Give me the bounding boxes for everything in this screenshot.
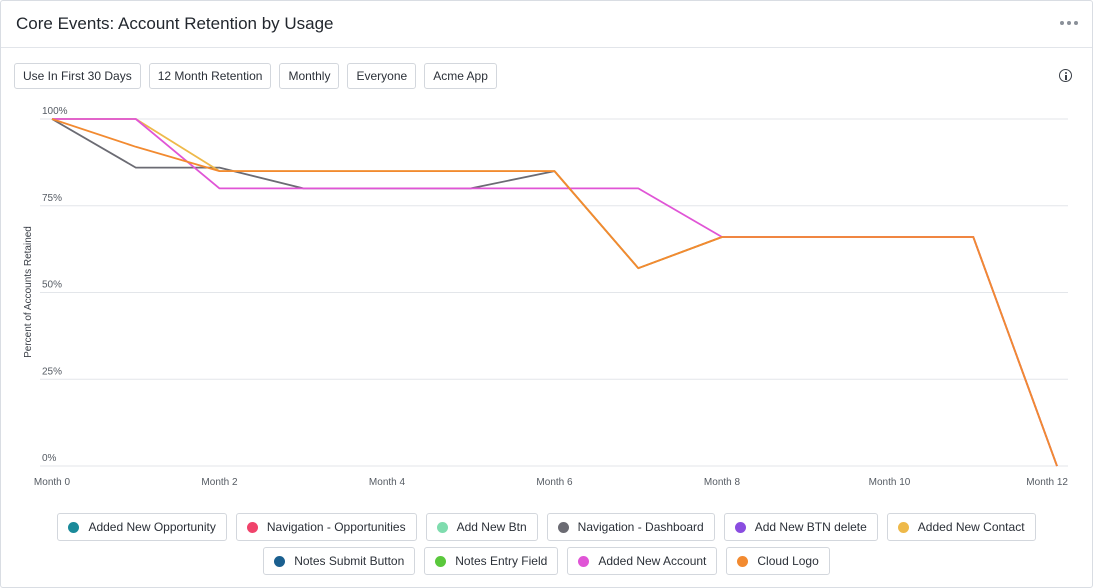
legend-item-navigation-opportunities[interactable]: Navigation - Opportunities — [235, 513, 417, 541]
legend-item-add-new-btn[interactable]: Add New Btn — [425, 513, 538, 541]
x-tick-label: Month 6 — [536, 477, 573, 488]
legend-swatch — [274, 555, 286, 567]
legend-swatch — [436, 521, 448, 533]
y-tick-label: 50% — [42, 280, 62, 291]
y-tick-label: 0% — [42, 453, 57, 464]
legend-item-added-new-account[interactable]: Added New Account — [567, 547, 718, 575]
legend-item-cloud-logo[interactable]: Cloud Logo — [726, 547, 830, 575]
legend-swatch — [737, 555, 749, 567]
filter-chip-app[interactable]: Acme App — [424, 63, 497, 89]
filter-chip-segment[interactable]: Everyone — [347, 63, 417, 89]
legend-label: Navigation - Dashboard — [577, 520, 704, 534]
x-tick-label: Month 10 — [869, 477, 911, 488]
legend-label: Add New BTN delete — [754, 520, 867, 534]
chart-title: Core Events: Account Retention by Usage — [16, 14, 334, 33]
legend-label: Added New Opportunity — [88, 520, 216, 534]
legend-item-add-new-btn-delete[interactable]: Add New BTN delete — [723, 513, 878, 541]
y-axis-label: Percent of Accounts Retained — [23, 226, 34, 358]
legend-label: Navigation - Opportunities — [266, 520, 406, 534]
legend-item-added-new-contact[interactable]: Added New Contact — [886, 513, 1036, 541]
legend-swatch — [68, 521, 80, 533]
legend-label: Add New Btn — [456, 520, 527, 534]
legend-row: Notes Submit Button Notes Entry Field Adde… — [0, 547, 1093, 575]
filter-chip-retention-period[interactable]: 12 Month Retention — [148, 63, 272, 89]
legend-label: Added New Contact — [917, 520, 1025, 534]
legend-swatch — [557, 521, 569, 533]
info-icon[interactable] — [1059, 69, 1072, 82]
legend-item-notes-entry-field[interactable]: Notes Entry Field — [424, 547, 559, 575]
legend-label: Cloud Logo — [757, 554, 819, 568]
retention-line-chart: 100% 75% 50% 25% 0% Month 0 Month 2 Month 4 Mont… — [23, 106, 1068, 488]
legend-label: Notes Entry Field — [455, 554, 548, 568]
legend-item-added-new-opportunity[interactable]: Added New Opportunity — [57, 513, 227, 541]
x-tick-label: Month 8 — [704, 477, 741, 488]
legend-swatch — [578, 555, 590, 567]
filter-chip-usage-window[interactable]: Use In First 30 Days — [14, 63, 141, 89]
y-tick-label: 75% — [42, 193, 62, 204]
y-tick-label: 25% — [42, 366, 62, 377]
legend-item-notes-submit-button[interactable]: Notes Submit Button — [263, 547, 416, 575]
more-horizontal-icon[interactable] — [1056, 13, 1082, 33]
legend-item-navigation-dashboard[interactable]: Navigation - Dashboard — [546, 513, 715, 541]
x-tick-label: Month 0 — [34, 477, 71, 488]
legend-swatch — [734, 521, 746, 533]
legend-label: Added New Account — [598, 554, 707, 568]
filter-chip-interval[interactable]: Monthly — [279, 63, 340, 89]
legend-label: Notes Submit Button — [294, 554, 405, 568]
x-tick-label: Month 2 — [201, 477, 238, 488]
x-tick-label: Month 4 — [369, 477, 406, 488]
legend-row: Added New Opportunity Navigation - Opport… — [0, 513, 1093, 541]
legend-swatch — [435, 555, 447, 567]
y-tick-label: 100% — [42, 106, 68, 117]
series-line-cloud-logo — [51, 118, 1058, 467]
filter-bar: Use In First 30 Days 12 Month Retention … — [14, 63, 497, 89]
card-header: Core Events: Account Retention by Usage — [1, 1, 1092, 48]
legend-swatch — [897, 521, 909, 533]
x-tick-label: Month 12 — [1026, 477, 1068, 488]
legend-swatch — [246, 521, 258, 533]
